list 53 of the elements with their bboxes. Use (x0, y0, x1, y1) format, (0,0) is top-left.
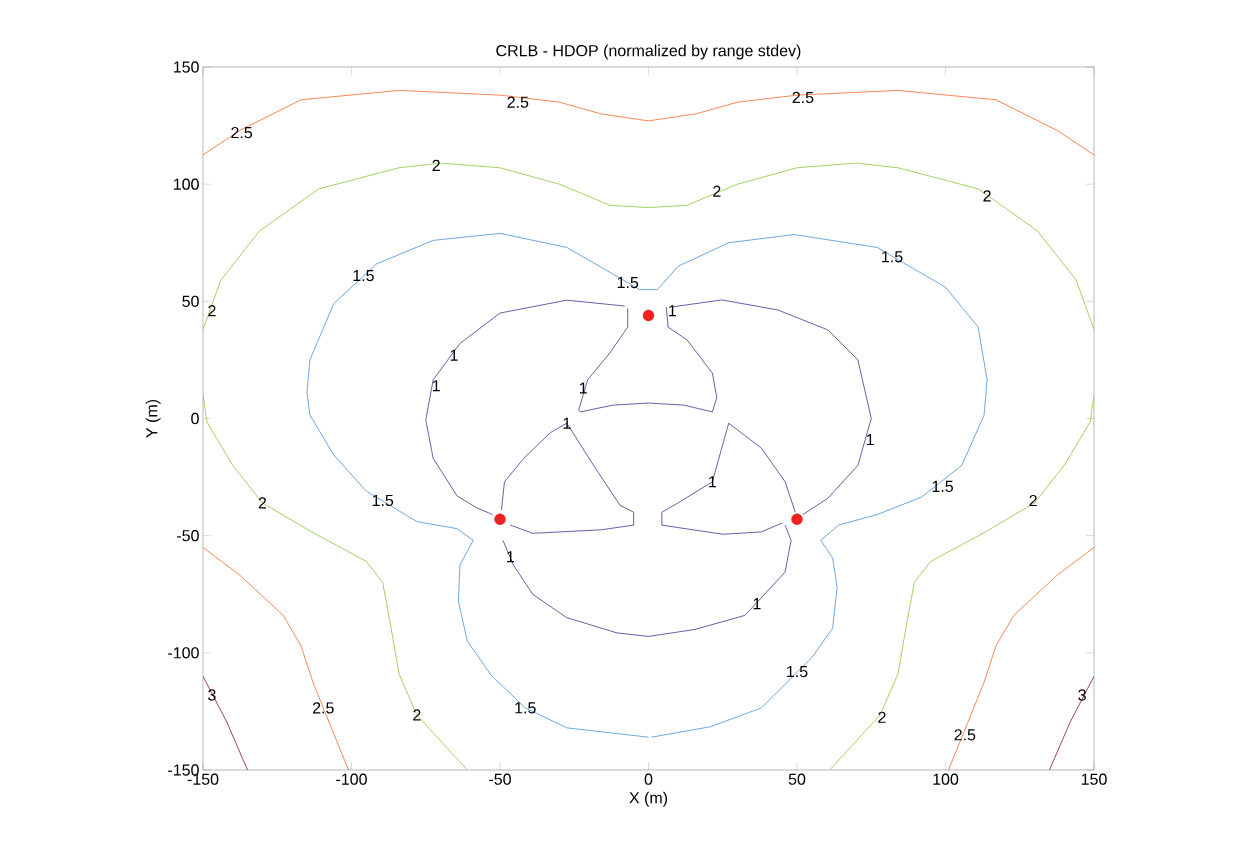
annotation: 2.5 (231, 126, 253, 139)
annotation: 3 (1078, 689, 1086, 701)
annotation: 2 (432, 159, 440, 171)
y-axis-title: Y (m) (145, 399, 161, 438)
y-tick-label: 0 (191, 412, 199, 425)
y-tick-label: 100 (174, 178, 199, 190)
line-series (203, 90, 1095, 156)
annotation: 1.5 (882, 251, 903, 263)
annotation: 1 (753, 598, 761, 610)
annotation: 1 (866, 434, 874, 446)
annotation: 2 (878, 711, 886, 723)
annotation: 2 (713, 185, 721, 197)
annotation: 1.5 (372, 494, 394, 507)
annotation: 2.5 (507, 96, 529, 108)
y-tick-label: -50 (177, 530, 199, 542)
annotation: 1 (507, 551, 515, 563)
annotation: 2 (208, 305, 216, 317)
annotation: 3 (208, 689, 216, 701)
annotation: 1 (669, 305, 676, 317)
line-series (829, 394, 1095, 770)
x-tick-label: -50 (489, 773, 511, 785)
line-series (203, 394, 468, 770)
x-tick-label: -100 (336, 773, 367, 785)
annotation: 1 (709, 476, 717, 488)
annotation: 2 (413, 709, 421, 721)
annotation: 2.5 (312, 702, 334, 714)
x-tick-label: 100 (933, 773, 959, 785)
annotation: 1 (579, 382, 587, 394)
annotation: 1.5 (787, 665, 808, 678)
line-series (948, 546, 1095, 770)
chart-title: CRLB - HDOP (normalized by range stdev) (496, 44, 801, 60)
annotation: 1 (432, 380, 440, 392)
line-series (578, 306, 718, 413)
annotation: 1.5 (617, 277, 639, 289)
annotation: 2.5 (792, 91, 814, 104)
annotation: 1 (450, 349, 458, 361)
line-series (203, 546, 349, 770)
annotation: 1 (563, 417, 571, 429)
annotation: 2 (258, 497, 267, 509)
annotation: 1.5 (515, 702, 536, 714)
y-tick-label: 50 (182, 295, 199, 307)
x-tick-label: 50 (788, 773, 806, 785)
annotation: 1.5 (932, 480, 953, 493)
annotation: 1.5 (353, 269, 374, 282)
x-tick-label: 150 (1081, 773, 1107, 785)
y-tick-label: 150 (174, 61, 199, 73)
annotation: 2 (1029, 494, 1037, 507)
annotation: 2.5 (954, 729, 976, 741)
annotation: 2 (983, 190, 991, 202)
line-series (502, 524, 792, 637)
x-axis-title: X (m) (629, 791, 668, 807)
y-tick-label: -100 (168, 647, 199, 659)
x-tick-label: 0 (644, 773, 653, 785)
